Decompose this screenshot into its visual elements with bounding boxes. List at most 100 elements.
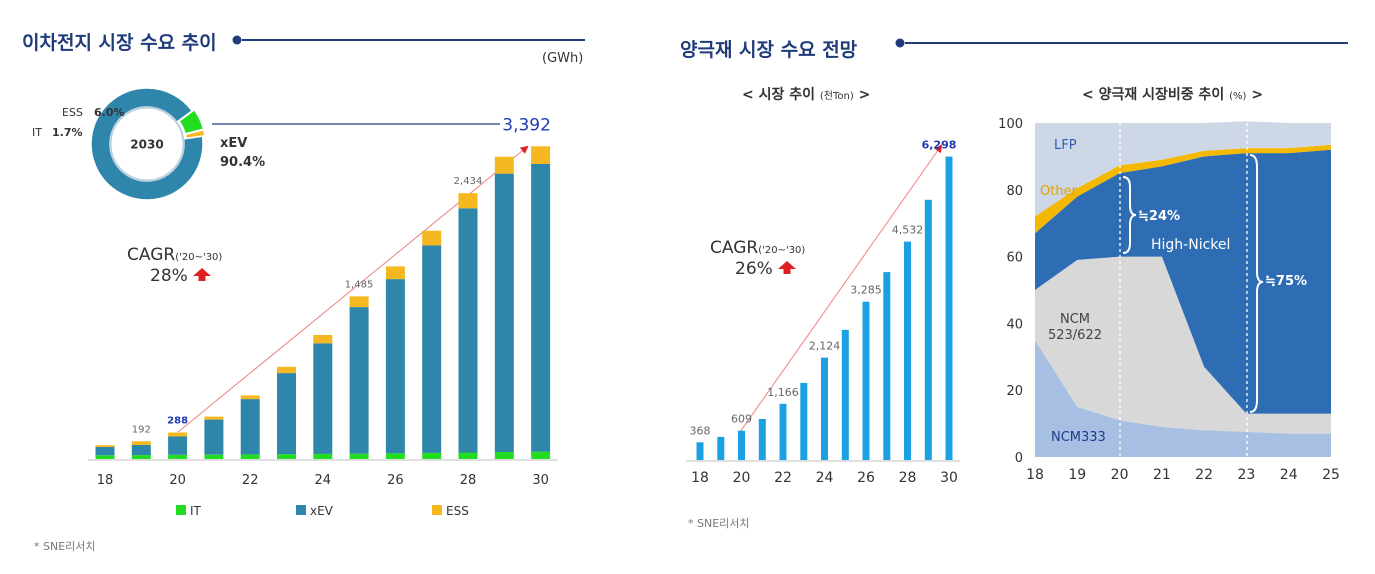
x-tick-24: 24 (315, 473, 332, 488)
bar-it-22 (240, 454, 260, 459)
donut-legend-xev-name: xEV (220, 136, 247, 151)
x-tick-30: 30 (940, 470, 958, 486)
bar-26 (862, 301, 870, 460)
x-tick-24: 24 (816, 470, 834, 486)
bar-ess-28 (458, 193, 478, 209)
bar-xev-25 (349, 307, 369, 454)
bar-xev-26 (385, 279, 405, 454)
annotation-2023: ≒75% (1265, 274, 1307, 289)
donut-hole (113, 110, 181, 178)
bar-it-27 (422, 452, 442, 459)
x-tick-28: 28 (460, 473, 477, 488)
x-tick-22: 22 (774, 470, 792, 486)
bar-xev-23 (277, 373, 296, 455)
right-cagr-period: ('20~'30) (758, 245, 806, 256)
data-label-18: 368 (690, 424, 711, 437)
data-label-30: 3,392 (502, 115, 551, 135)
legend-ess-swatch (432, 505, 442, 515)
right-cagr-value: 26% (735, 259, 773, 280)
cathode-share-title: < 양극재 시장비중 추이 (%) > (1082, 84, 1263, 104)
left-cagr-value: 28% (150, 266, 188, 287)
bar-20 (738, 430, 745, 460)
bar-ess-22 (240, 395, 260, 400)
x-tick-26: 26 (387, 473, 404, 488)
bar-it-21 (204, 454, 224, 459)
bar-xev-18 (95, 447, 115, 456)
brace-2023 (1249, 154, 1264, 413)
bar-ess-24 (313, 335, 333, 344)
bar-xev-22 (240, 399, 260, 455)
bar-ess-19 (131, 441, 151, 445)
y-tick-100: 100 (998, 117, 1023, 132)
data-label-30: 6,298 (922, 139, 957, 152)
donut-legend-it-pct: 1.7% (52, 126, 83, 139)
bar-it-23 (277, 454, 296, 459)
y-tick-20: 20 (1006, 384, 1023, 399)
donut-legend-ess-pct: 6.0% (94, 106, 125, 119)
donut-inner-ring (109, 106, 185, 182)
bar-it-20 (168, 454, 188, 459)
unit-label: (GWh) (542, 51, 584, 66)
cathode-demand-title-unit: (천Ton) (819, 91, 854, 102)
bar-ess-21 (204, 416, 224, 420)
x-tick-18: 18 (691, 470, 709, 486)
data-label-28: 2,434 (454, 176, 483, 187)
data-label-25: 1,485 (345, 279, 374, 290)
bar-it-28 (458, 452, 478, 459)
bar-ess-23 (277, 366, 296, 374)
bar-xev-21 (204, 419, 224, 455)
donut-legend-xev-pct: 90.4% (220, 155, 265, 170)
cagr-trend-arrow (739, 144, 943, 433)
donut-center-label: 2030 (130, 138, 163, 152)
bar-ess-20 (168, 432, 188, 437)
x-tick-20: 20 (169, 473, 186, 488)
bar-ess-18 (95, 445, 115, 447)
bar-it-26 (385, 453, 405, 459)
legend-it-swatch (176, 505, 186, 515)
donut-legend-ess-name: ESS (62, 106, 83, 119)
data-label-20: 609 (731, 413, 752, 426)
x-tick-26: 26 (857, 470, 875, 486)
y-tick-0: 0 (1015, 451, 1023, 466)
up-arrow-icon (777, 261, 796, 275)
bar-28 (904, 241, 911, 460)
x-tick-22: 22 (242, 473, 259, 488)
x-tick-20: 20 (733, 470, 751, 486)
bar-23 (800, 382, 808, 460)
left-source-note: * SNE리서치 (34, 540, 96, 553)
bar-ess-25 (349, 296, 369, 308)
x-tick-24: 24 (1280, 467, 1298, 483)
bar-xev-28 (458, 208, 478, 453)
x-tick-19: 19 (1068, 467, 1086, 483)
data-label-24: 2,124 (809, 340, 841, 353)
cathode-demand-title: < 시장 추이 (천Ton) > (742, 84, 870, 104)
data-label-20: 288 (167, 416, 188, 427)
data-label-22: 1,166 (767, 386, 799, 399)
bar-xev-19 (131, 445, 151, 456)
legend-xev-swatch (296, 505, 306, 515)
area-lfp (1035, 121, 1331, 217)
series-label-other: Other (1040, 184, 1078, 199)
donut-chart: 2030 ESS 6.0% IT 1.7% xEV 90.4% (32, 87, 500, 201)
y-tick-60: 60 (1006, 251, 1023, 266)
right-cagr: CAGR('20~'30) 26% (710, 238, 805, 281)
bar-xev-29 (494, 173, 514, 452)
bar-21 (758, 419, 766, 460)
series-label-ncm523-line1: NCM (1060, 312, 1090, 327)
cathode-share-title-main: < 양극재 시장비중 추이 (1082, 87, 1230, 103)
right-source-note: * SNE리서치 (688, 517, 750, 530)
donut-legend-it-name: IT (32, 126, 42, 139)
y-tick-40: 40 (1006, 317, 1023, 332)
right-section-title: 양극재 시장 수요 전망 (680, 39, 858, 61)
left-cagr: CAGR('20~'30) 28% (127, 245, 222, 288)
up-arrow-icon (192, 268, 211, 282)
bar-ess-27 (422, 230, 442, 246)
x-tick-25: 25 (1322, 467, 1340, 483)
bar-25 (841, 329, 849, 460)
cathode-share-title-unit: (%) (1229, 91, 1247, 102)
legend: IT xEV ESS (176, 504, 469, 518)
bar-it-24 (313, 453, 333, 459)
legend-it-label: IT (190, 504, 202, 518)
cathode-demand-chart: 368 609 1,166 2,124 3,285 4,532 6,298 18 20 22 24… (686, 139, 960, 486)
x-tick-22: 22 (1195, 467, 1213, 483)
